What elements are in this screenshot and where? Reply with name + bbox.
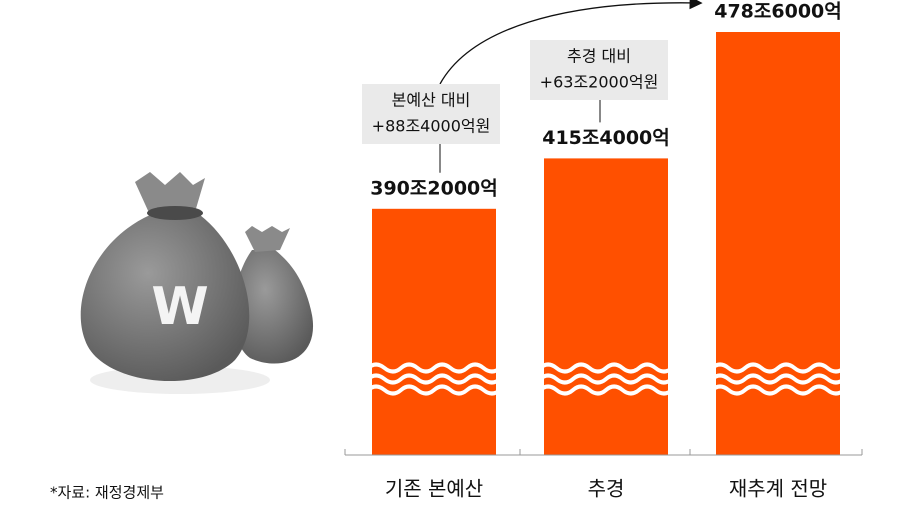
axis-break <box>710 362 846 374</box>
annotation-text: 본예산 대비 <box>392 91 471 110</box>
x-tick-label: 기존 본예산 <box>385 477 483 501</box>
axis-break <box>366 362 502 374</box>
annotation-text: +63조2000억원 <box>540 73 659 92</box>
axis-break <box>366 384 502 396</box>
money-bags: W <box>80 172 314 394</box>
annotation-text: +88조4000억원 <box>372 117 491 136</box>
x-tick-label: 추경 <box>588 477 625 501</box>
axis-break <box>538 384 674 396</box>
axis-break <box>538 362 674 374</box>
axis-break <box>366 373 502 385</box>
bar <box>544 158 668 455</box>
value-label: 415조4000억 <box>542 127 670 149</box>
value-label: 478조6000억 <box>714 1 842 23</box>
annotation-box <box>362 84 500 144</box>
bag-letter: W <box>151 277 208 337</box>
source: *자료: 재정경제부 <box>50 484 164 502</box>
axis-break <box>538 373 674 385</box>
annotation-box <box>530 40 668 100</box>
x-tick-label: 재추계 전망 <box>729 477 827 501</box>
growth-arrow <box>439 0 703 85</box>
axis-break <box>710 373 846 385</box>
axis-break <box>710 384 846 396</box>
annotation-text: 추경 대비 <box>567 47 631 66</box>
value-label: 390조2000억 <box>370 177 498 199</box>
bar <box>372 208 496 455</box>
